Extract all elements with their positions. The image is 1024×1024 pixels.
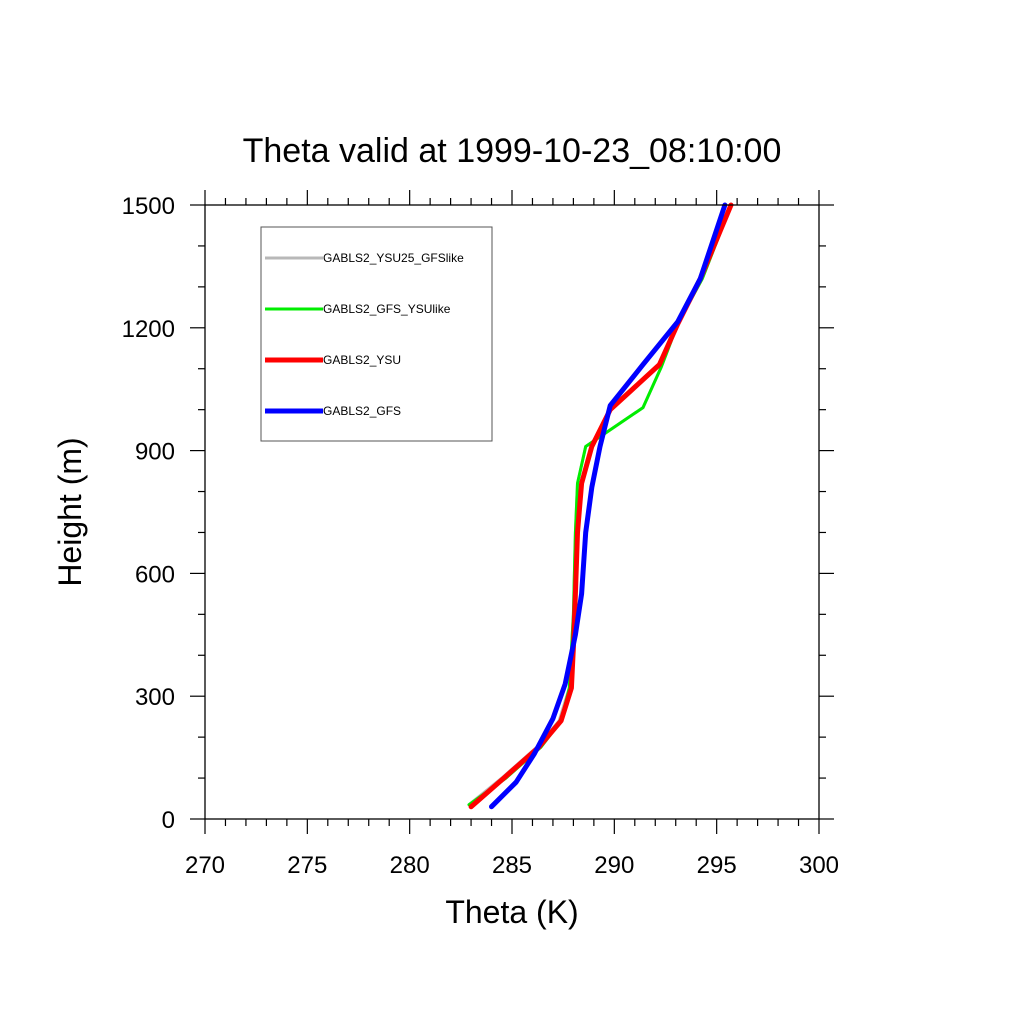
y-tick-label: 0 [162,807,175,834]
legend-label: GABLS2_YSU25_GFSlike [323,251,464,265]
x-tick-label: 300 [799,852,839,879]
legend-box [260,226,493,442]
series-line-gabls2-gfs [489,202,728,810]
x-tick-label: 290 [594,852,634,879]
legend-label: GABLS2_YSU [323,353,401,367]
y-axis-label: Height (m) [52,437,88,586]
chart-title: Theta valid at 1999-10-23_08:10:00 [243,132,782,170]
y-tick-label: 1500 [122,193,175,220]
legend-label: GABLS2_GFS [323,404,401,418]
series-line-gabls2-ysu [468,202,734,810]
legend-label: GABLS2_GFS_YSUlike [323,302,451,316]
y-tick-label: 1200 [122,316,175,343]
plot-frame [204,204,820,820]
x-axis-label: Theta (K) [445,894,578,930]
legend: GABLS2_YSU25_GFSlike GABLS2_GFS_YSUlike GA… [260,226,493,442]
x-tick-label: 285 [492,852,532,879]
x-tick-label: 295 [697,852,737,879]
y-tick-label: 600 [135,561,175,588]
x-tick-label: 270 [185,852,225,879]
y-tick-label: 900 [135,439,175,466]
plot-axes: 270 275 280 285 290 295 300 0 300 600 900 1200 1500 [122,190,839,879]
x-tick-label: 275 [287,852,327,879]
series-lines [467,202,734,810]
x-tick-label: 280 [390,852,430,879]
y-tick-label: 300 [135,684,175,711]
